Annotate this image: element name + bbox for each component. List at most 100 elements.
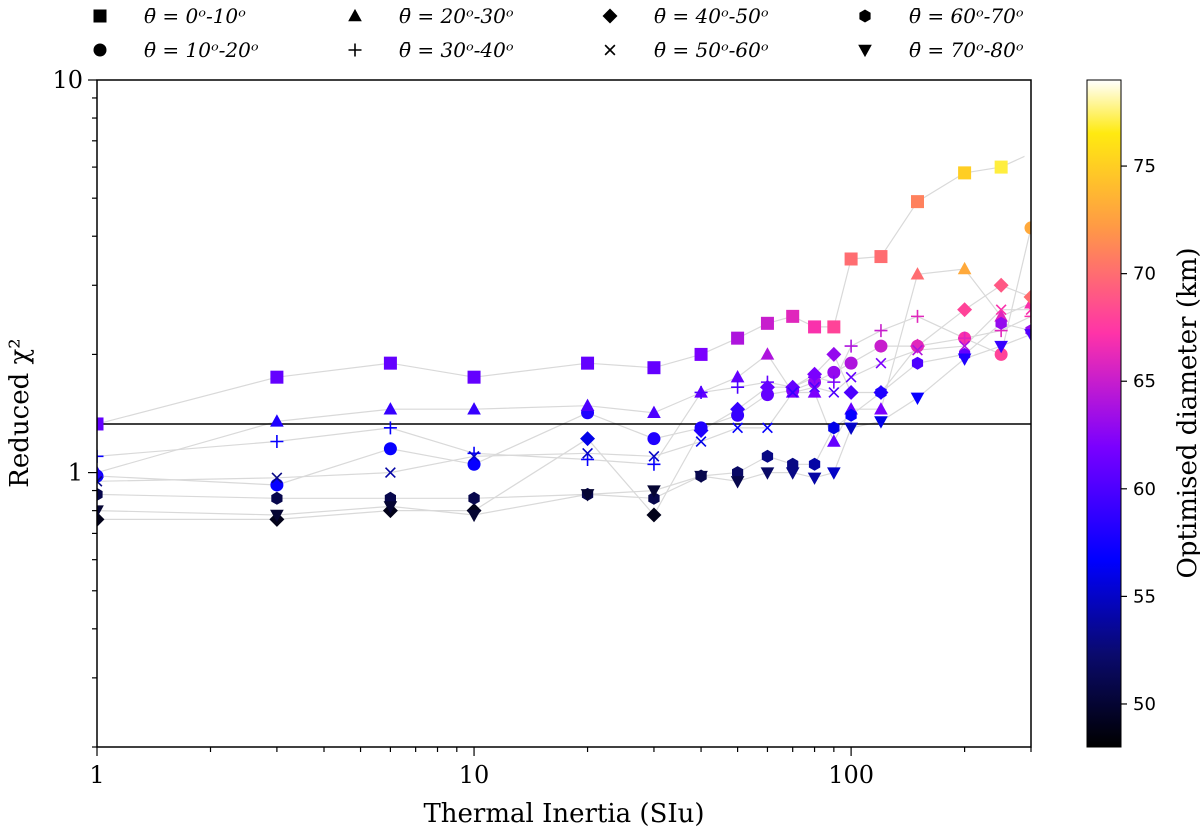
data-point-x (875, 357, 887, 369)
colorbar-ticks: 50 55 60 65 70 75 (1121, 156, 1156, 715)
data-point-plus (467, 446, 481, 460)
data-point-circle (844, 356, 858, 370)
data-point-triangle-down (844, 422, 858, 436)
x-axis-label: Thermal Inertia (SIu) (423, 799, 704, 829)
data-point-x (1025, 304, 1031, 316)
data-point-x (787, 387, 799, 398)
data-point-plus (910, 309, 924, 323)
data-point-plus (1024, 309, 1031, 323)
colorbar-tick-label: 60 (1133, 479, 1156, 500)
data-point-circle (827, 365, 841, 379)
data-point-hexagon (271, 491, 283, 505)
data-point-square (1024, 146, 1031, 160)
series-line (97, 322, 1031, 499)
data-point-triangle-down (957, 353, 972, 366)
data-point-triangle-up (827, 434, 841, 447)
data-point-x (271, 472, 283, 484)
data-point-triangle-down (785, 467, 800, 480)
data-point-plus (958, 331, 972, 345)
legend-marker-circle (93, 43, 107, 57)
data-point-hexagon (995, 316, 1007, 330)
data-point-circle (647, 432, 661, 446)
data-point-diamond (957, 302, 973, 318)
data-point-hexagon (911, 356, 924, 370)
data-point-hexagon (97, 487, 103, 501)
data-point-triangle-up (467, 402, 481, 415)
data-point-triangle-up (580, 398, 595, 411)
data-point-square (270, 370, 284, 384)
legend-entry-label: θ̄ = 30ᵒ-40ᵒ (399, 38, 514, 62)
data-point-square (760, 316, 774, 330)
data-point-circle (270, 478, 284, 492)
data-point-diamond (730, 401, 746, 417)
data-point-diamond (843, 384, 859, 400)
data-point-square (467, 370, 481, 384)
data-point-x (468, 450, 480, 462)
data-point-triangle-down (647, 485, 661, 498)
data-point-x (384, 467, 396, 479)
legend-entry-label: θ̄ = 10ᵒ-20ᵒ (144, 38, 259, 62)
data-point-diamond (646, 507, 662, 523)
y-tick-label: 10 (52, 66, 83, 94)
legend-entry-label: θ̄ = 60ᵒ-70ᵒ (909, 4, 1024, 28)
data-point-square (97, 417, 104, 431)
data-point-square (910, 195, 924, 209)
data-point-square (958, 166, 972, 180)
colorbar-tick-label: 75 (1133, 156, 1156, 177)
data-point-diamond (785, 379, 801, 395)
legend-marker-square (93, 9, 107, 23)
data-point-diamond (1023, 289, 1031, 305)
data-point-triangle-down (694, 470, 708, 484)
x-tick-label: 100 (828, 761, 874, 789)
colorbar-tick-label: 65 (1133, 371, 1156, 392)
data-point-x (648, 450, 660, 462)
series-line (97, 227, 1031, 486)
data-point-diamond (826, 346, 842, 362)
data-point-square (731, 331, 745, 345)
data-point-triangle-up (760, 347, 775, 360)
data-point-diamond (693, 423, 709, 438)
data-point-square (383, 356, 397, 370)
data-point-diamond (759, 379, 775, 395)
data-point-plus (844, 339, 858, 353)
data-point-circle (994, 347, 1008, 361)
data-point-triangle-up (807, 385, 822, 398)
legend-marker-hexagon (859, 9, 871, 23)
data-point-triangle-down (760, 467, 775, 480)
data-point-square (808, 320, 822, 334)
data-point-triangle-down (994, 340, 1008, 354)
legend-entry-label: θ̄ = 50ᵒ-60ᵒ (654, 38, 769, 62)
data-point-square (874, 250, 888, 264)
data-point-triangle-up (730, 370, 745, 383)
data-point-triangle-up (874, 402, 888, 415)
data-point-plus (647, 457, 661, 471)
series-line (97, 309, 1031, 482)
colorbar-tick-label: 50 (1133, 694, 1156, 715)
data-point-hexagon (761, 449, 774, 463)
data-point-x (809, 381, 821, 393)
data-point-triangle-up (957, 261, 972, 275)
data-point-triangle-down (807, 472, 822, 485)
data-point-diamond (807, 366, 823, 382)
x-axis-ticks: 1 10 100 (89, 747, 1032, 789)
data-point-diamond (97, 511, 105, 527)
data-point-diamond (993, 277, 1009, 293)
data-point-square (844, 252, 858, 266)
y-tick-label: 1 (68, 459, 83, 487)
data-point-hexagon (828, 421, 840, 435)
plot-frame (96, 79, 1032, 748)
data-point-hexagon (468, 491, 480, 505)
data-markers (97, 146, 1031, 527)
data-point-diamond (580, 431, 596, 447)
data-point-circle (874, 339, 888, 353)
legend-entry-label: θ̄ = 40ᵒ-50ᵒ (654, 4, 769, 28)
colorbar-label: Optimised diameter (km) (1173, 247, 1200, 578)
data-point-plus (270, 435, 284, 449)
data-point-square (647, 361, 661, 375)
series-line (97, 152, 1031, 425)
data-point-square (581, 356, 595, 370)
data-point-triangle-down (270, 509, 284, 523)
data-point-plus (97, 449, 104, 463)
data-point-triangle-up (97, 465, 104, 478)
data-point-x (732, 422, 744, 434)
